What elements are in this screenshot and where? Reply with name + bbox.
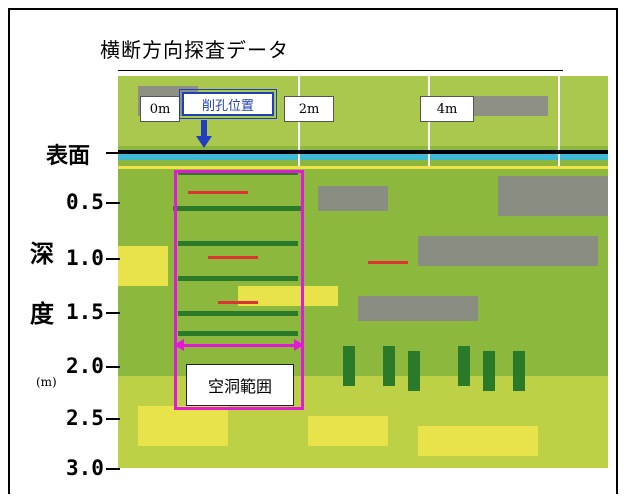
depth-tick-label: 3.0: [66, 456, 104, 480]
drill-arrow-shaft: [201, 120, 207, 138]
depth-tick: [106, 366, 120, 368]
frame-notch-left: [190, 10, 230, 22]
figure-title: 横断方向探査データ: [100, 38, 289, 62]
depth-axis-char-1: 深: [30, 239, 54, 268]
depth-tick-label: 0.5: [66, 190, 104, 214]
void-range-arrow-line: [178, 344, 300, 347]
figure-frame: [8, 8, 618, 494]
depth-tick-label: 1.5: [66, 300, 104, 324]
void-range-box: [174, 170, 304, 410]
void-range-label: 空洞範囲: [186, 364, 294, 406]
depth-tick: [106, 468, 120, 470]
void-range-arrow-right: [294, 339, 304, 351]
depth-tick-label: 2.5: [66, 406, 104, 430]
drill-arrow-head: [196, 136, 212, 148]
surface-line: [118, 150, 608, 154]
depth-tick-label: 1.0: [66, 246, 104, 270]
depth-tick: [106, 312, 120, 314]
distance-label-0m: 0m: [140, 96, 180, 122]
depth-tick: [106, 258, 120, 260]
distance-label-4m: 4m: [420, 96, 474, 122]
depth-tick: [106, 418, 120, 420]
drill-position-label: 削孔位置: [179, 89, 277, 119]
depth-tick: [106, 202, 120, 204]
title-underline: [118, 70, 563, 71]
surface-tick: [106, 152, 120, 154]
surface-label: 表面: [46, 143, 91, 169]
depth-axis-unit: (m): [36, 375, 57, 389]
depth-axis-char-2: 度: [30, 299, 54, 328]
distance-label-2m: 2m: [284, 96, 334, 122]
void-range-arrow-left: [174, 339, 184, 351]
depth-tick-label: 2.0: [66, 354, 104, 378]
frame-notch-right: [410, 10, 444, 22]
